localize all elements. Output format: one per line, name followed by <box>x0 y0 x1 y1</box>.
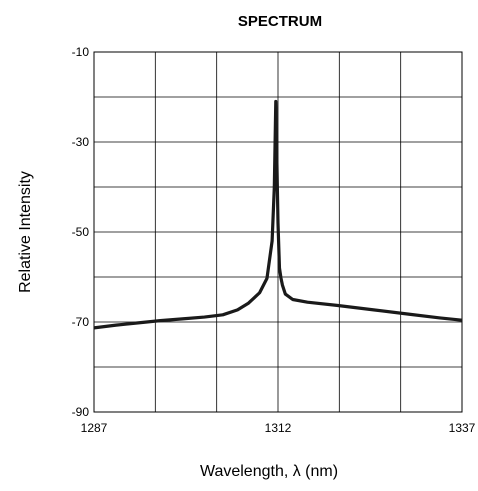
series-line-0 <box>93 99 463 330</box>
x-axis-label: Wavelength, λ (nm) <box>200 463 338 480</box>
y-axis-label: Relative Intensity <box>17 171 34 293</box>
y-tick-label-0: -90 <box>72 405 90 419</box>
y-tick-label-2: -50 <box>72 225 90 239</box>
series-layer <box>93 99 463 330</box>
x-tick-label-2: 1337 <box>449 421 476 435</box>
y-tick-label-4: -10 <box>72 45 90 59</box>
y-axis-ticks: -90 -70 -50 -30 -10 <box>72 45 90 419</box>
plot-frame <box>93 51 463 413</box>
y-tick-label-1: -70 <box>72 315 90 329</box>
y-tick-label-3: -30 <box>72 135 90 149</box>
x-tick-label-1: 1312 <box>265 421 292 435</box>
x-axis-ticks: 1287 1312 1337 <box>81 421 476 435</box>
x-tick-label-0: 1287 <box>81 421 108 435</box>
chart-title: SPECTRUM <box>238 13 322 30</box>
